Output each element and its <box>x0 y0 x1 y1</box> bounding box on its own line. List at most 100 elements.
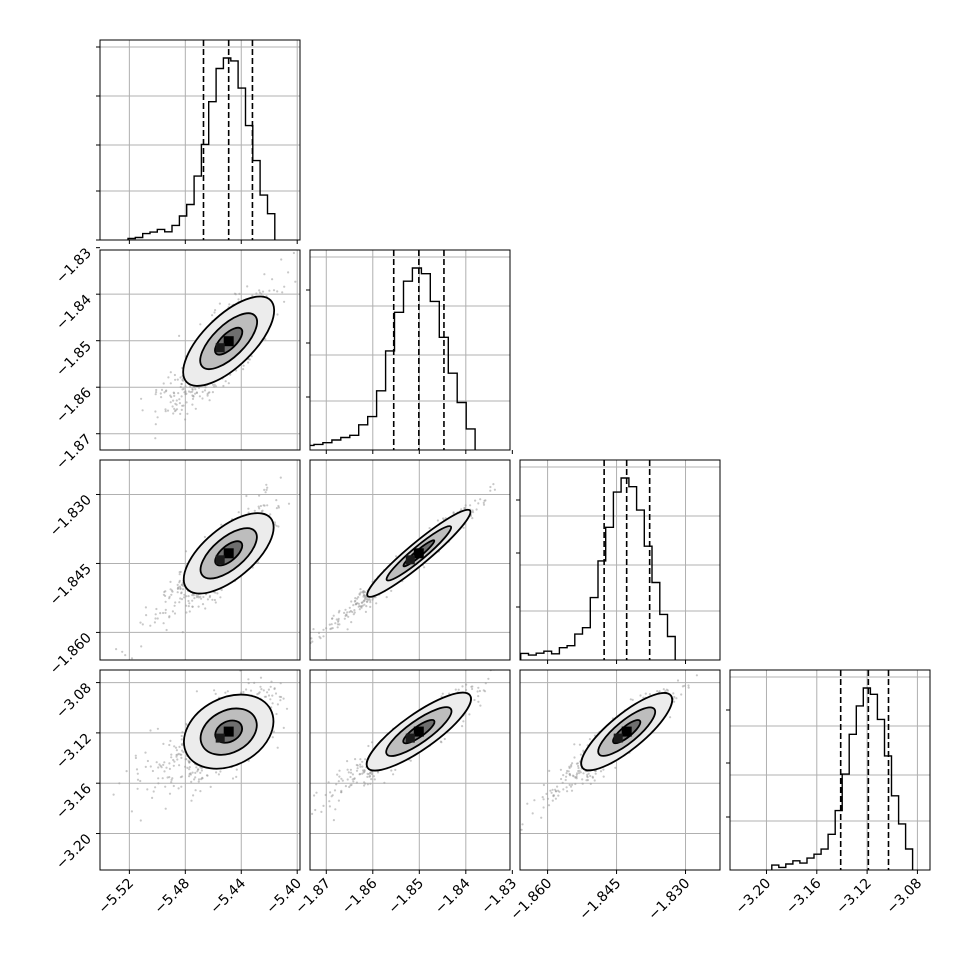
scatter-point <box>213 598 216 602</box>
scatter-point <box>184 550 188 553</box>
scatter-point <box>180 753 183 756</box>
scatter-point <box>165 628 168 632</box>
scatter-point <box>168 616 171 619</box>
scatter-point <box>194 388 197 391</box>
scatter-point <box>180 408 183 411</box>
scatter-point <box>169 382 172 385</box>
scatter-point <box>211 391 214 394</box>
scatter-point <box>146 788 149 791</box>
scatter-point <box>283 285 286 288</box>
scatter-point <box>473 698 476 702</box>
scatter-point <box>346 778 349 781</box>
scatter-point <box>281 291 284 294</box>
scatter-point <box>164 785 167 788</box>
scatter-point <box>336 623 339 626</box>
scatter-point <box>358 608 361 611</box>
scatter-point <box>337 611 340 614</box>
scatter-point <box>175 755 178 758</box>
scatter-point <box>477 686 480 689</box>
scatter-point <box>282 674 284 676</box>
scatter-point <box>363 594 366 597</box>
scatter-point <box>265 488 268 491</box>
scatter-point <box>461 725 464 728</box>
scatter-point <box>454 688 457 691</box>
scatter-point <box>336 626 339 629</box>
scatter-point <box>346 760 349 763</box>
scatter-point <box>168 767 171 771</box>
scatter-point <box>173 407 176 410</box>
scatter-point <box>168 597 171 600</box>
scatter-point <box>324 793 327 797</box>
density-peak <box>223 726 234 737</box>
scatter-point <box>359 758 362 761</box>
scatter-point <box>169 739 172 743</box>
scatter-point <box>373 778 376 781</box>
density-peak <box>405 733 415 743</box>
scatter-point <box>355 763 358 767</box>
scatter-point <box>363 781 366 784</box>
scatter-point <box>130 810 133 813</box>
scatter-point <box>319 637 322 640</box>
scatter-point <box>280 695 283 699</box>
scatter-point <box>263 504 266 507</box>
scatter-point <box>358 592 361 595</box>
scatter-point <box>192 794 195 797</box>
scatter-point <box>370 772 373 776</box>
scatter-point <box>320 810 323 814</box>
scatter-point <box>344 785 347 788</box>
scatter-point <box>203 535 206 539</box>
scatter-panel-3-1 <box>309 669 513 874</box>
scatter-point <box>354 597 357 600</box>
scatter-point <box>130 657 134 660</box>
scatter-point <box>266 486 269 489</box>
scatter-point <box>214 385 218 388</box>
scatter-point <box>181 743 184 747</box>
scatter-point <box>277 525 280 528</box>
scatter-point <box>164 408 167 411</box>
scatter-point <box>153 621 156 624</box>
scatter-point <box>361 601 364 604</box>
scatter-point <box>177 392 180 395</box>
scatter-point <box>188 775 191 778</box>
scatter-point <box>197 780 200 783</box>
scatter-point <box>371 598 374 601</box>
scatter-point <box>162 611 165 615</box>
scatter-point <box>190 780 193 784</box>
scatter-point <box>577 766 580 770</box>
scatter-point <box>355 781 358 784</box>
scatter-point <box>161 777 164 780</box>
scatter-point <box>203 389 207 392</box>
scatter-point <box>290 665 292 667</box>
scatter-point <box>334 808 337 811</box>
scatter-point <box>154 423 157 426</box>
scatter-point <box>144 765 147 769</box>
scatter-point <box>204 607 207 610</box>
scatter-point <box>364 610 367 614</box>
scatter-point <box>191 594 194 597</box>
scatter-point <box>192 594 195 597</box>
scatter-point <box>476 690 479 693</box>
scatter-point <box>356 767 359 770</box>
scatter-point <box>180 738 183 741</box>
scatter-point <box>478 689 481 693</box>
scatter-point <box>169 394 172 397</box>
scatter-point <box>409 759 412 762</box>
scatter-point <box>363 784 366 787</box>
scatter-point <box>175 408 179 411</box>
scatter-point <box>372 775 375 778</box>
scatter-point <box>443 737 446 741</box>
panel-frame <box>519 459 721 661</box>
scatter-point <box>269 698 272 701</box>
scatter-point <box>351 773 354 776</box>
scatter-point <box>173 760 176 763</box>
scatter-point <box>395 555 398 558</box>
scatter-panel-2-0 <box>96 459 301 661</box>
scatter-point <box>312 628 315 631</box>
scatter-point <box>328 805 331 808</box>
scatter-point <box>334 622 337 625</box>
scatter-point <box>266 504 269 507</box>
scatter-point <box>181 378 184 381</box>
scatter-point <box>237 511 240 514</box>
scatter-point <box>211 598 214 601</box>
scatter-point <box>199 790 202 793</box>
